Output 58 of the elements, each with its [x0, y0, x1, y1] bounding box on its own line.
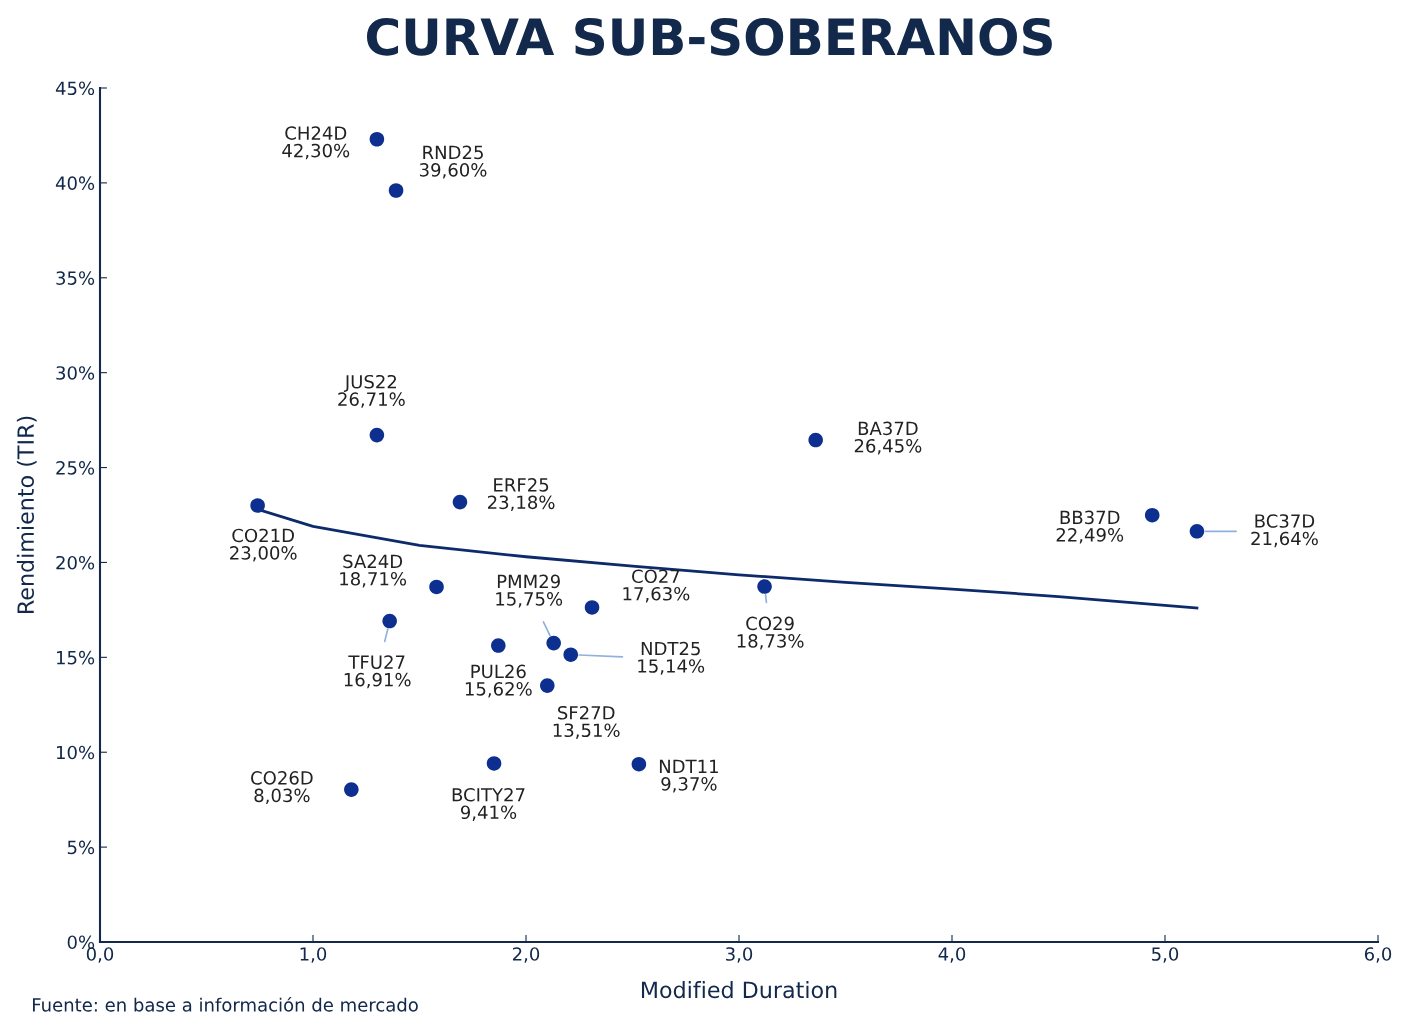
x-tick-label: 4,0 — [938, 947, 966, 963]
x-tick-label: 3,0 — [726, 947, 753, 963]
data-label: NDT25 15,14% — [638, 641, 705, 675]
data-label: BB37D 22,49% — [1056, 510, 1124, 544]
point — [1144, 507, 1160, 523]
y-tick-label: 30% — [56, 366, 95, 380]
point — [486, 756, 502, 771]
point — [584, 600, 600, 615]
y-tick-label: 10% — [56, 745, 95, 760]
data-label: JUS22 26,71% — [338, 374, 405, 408]
x-tick-label: 2,0 — [512, 947, 540, 963]
data-label: CO21D 23,00% — [230, 528, 297, 562]
x-tick-label: 5,0 — [1152, 947, 1179, 963]
data-label: NDT11 9,37% — [659, 759, 718, 793]
y-axis-title: Rendimiento (TIR) — [16, 416, 37, 613]
data-label: BCITY27 9,41% — [452, 787, 525, 821]
point — [757, 579, 772, 594]
data-label: PMM29 15,75% — [496, 574, 563, 608]
point — [369, 131, 385, 147]
data-label: CO27 17,63% — [623, 569, 690, 603]
x-tick-label: 0,0 — [86, 947, 114, 963]
x-tick-label: 1,0 — [300, 947, 327, 963]
y-tick-label: 40% — [55, 176, 95, 191]
point — [452, 494, 468, 510]
data-label: ERF25 23,18% — [487, 478, 555, 511]
point — [344, 782, 359, 797]
y-tick-label: 25% — [56, 461, 95, 475]
point — [369, 427, 385, 443]
point — [491, 638, 506, 653]
data-label: SA24D 18,71% — [340, 554, 407, 588]
y-tick-label: 5% — [67, 840, 95, 855]
point — [1189, 524, 1205, 539]
y-tick-label: 15% — [56, 650, 95, 665]
chart-title: CURVA SUB-SOBERANOS — [366, 17, 1052, 56]
point — [808, 432, 823, 448]
point — [563, 647, 579, 662]
x-tick-label: 6,0 — [1364, 947, 1392, 963]
y-tick-label: 45% — [55, 81, 95, 96]
point — [250, 498, 265, 513]
y-tick-label: 35% — [56, 271, 95, 285]
data-label: BC37D 21,64% — [1251, 514, 1318, 548]
data-label: CO29 18,73% — [737, 616, 804, 650]
point — [429, 579, 444, 595]
data-label: PUL26 15,62% — [465, 664, 532, 698]
data-label: CO26D 8,03% — [251, 771, 313, 805]
data-label: RND25 39,60% — [419, 145, 487, 179]
point — [388, 183, 404, 198]
point — [546, 635, 561, 651]
point — [382, 613, 397, 629]
point — [540, 678, 555, 693]
source-note: Fuente: en base a información de mercado — [33, 997, 418, 1012]
x-axis-title: Modified Duration — [641, 981, 837, 999]
y-tick-label: 20% — [56, 555, 95, 570]
data-label: CH24D 42,30% — [282, 126, 350, 160]
data-label: BA37D 26,45% — [854, 421, 922, 455]
data-label: TFU27 16,91% — [344, 655, 411, 689]
data-label: SF27D 13,51% — [553, 705, 620, 739]
point — [631, 756, 647, 772]
